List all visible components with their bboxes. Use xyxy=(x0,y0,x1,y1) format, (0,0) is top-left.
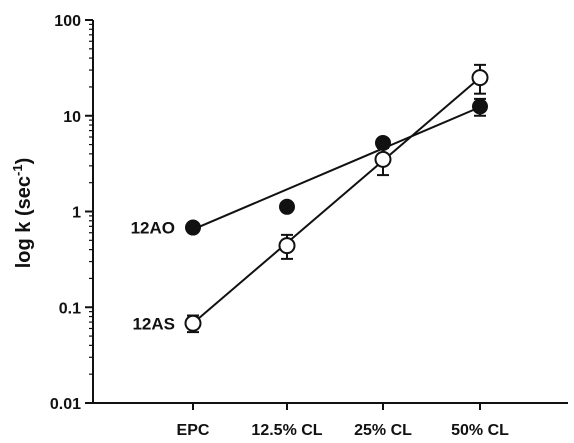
data-points xyxy=(184,69,489,332)
axes: 0.01 0.1 1 10 100 EPC 12.5% CL 25% CL 50% CL xyxy=(50,13,568,439)
y-axis-title-main: log k (sec xyxy=(13,176,35,268)
12as-point xyxy=(184,314,202,332)
y-tick-label: 0.1 xyxy=(59,300,81,317)
x-tick-label: EPC xyxy=(177,422,210,439)
12as-point xyxy=(278,237,296,255)
y-axis-title: log k (sec-1) xyxy=(10,158,35,269)
y-tick-label: 10 xyxy=(63,109,81,126)
12ao-point xyxy=(472,98,488,115)
labels: 12AO 12AS xyxy=(131,219,175,334)
y-axis-title-suffix: ) xyxy=(13,158,35,165)
y-tick-label: 0.01 xyxy=(50,396,81,413)
fit-lines xyxy=(192,76,481,325)
12as-fit-line xyxy=(192,76,481,325)
12ao-point xyxy=(279,198,295,215)
12ao-series-label: 12AO xyxy=(131,219,175,238)
y-tick-label: 1 xyxy=(72,205,81,222)
x-tick-label: 25% CL xyxy=(354,422,412,439)
x-tick-label: 50% CL xyxy=(451,422,509,439)
error-bars xyxy=(187,63,486,334)
12as-point xyxy=(471,69,489,87)
y-axis-title-superscript: -1 xyxy=(10,164,25,176)
12as-point xyxy=(374,150,392,168)
x-tick-label: 12.5% CL xyxy=(251,422,322,439)
12as-series-label: 12AS xyxy=(132,314,175,333)
y-tick-label: 100 xyxy=(54,13,81,30)
12ao-point xyxy=(375,134,391,151)
12ao-fit-line xyxy=(192,106,481,231)
12ao-point xyxy=(185,219,201,236)
